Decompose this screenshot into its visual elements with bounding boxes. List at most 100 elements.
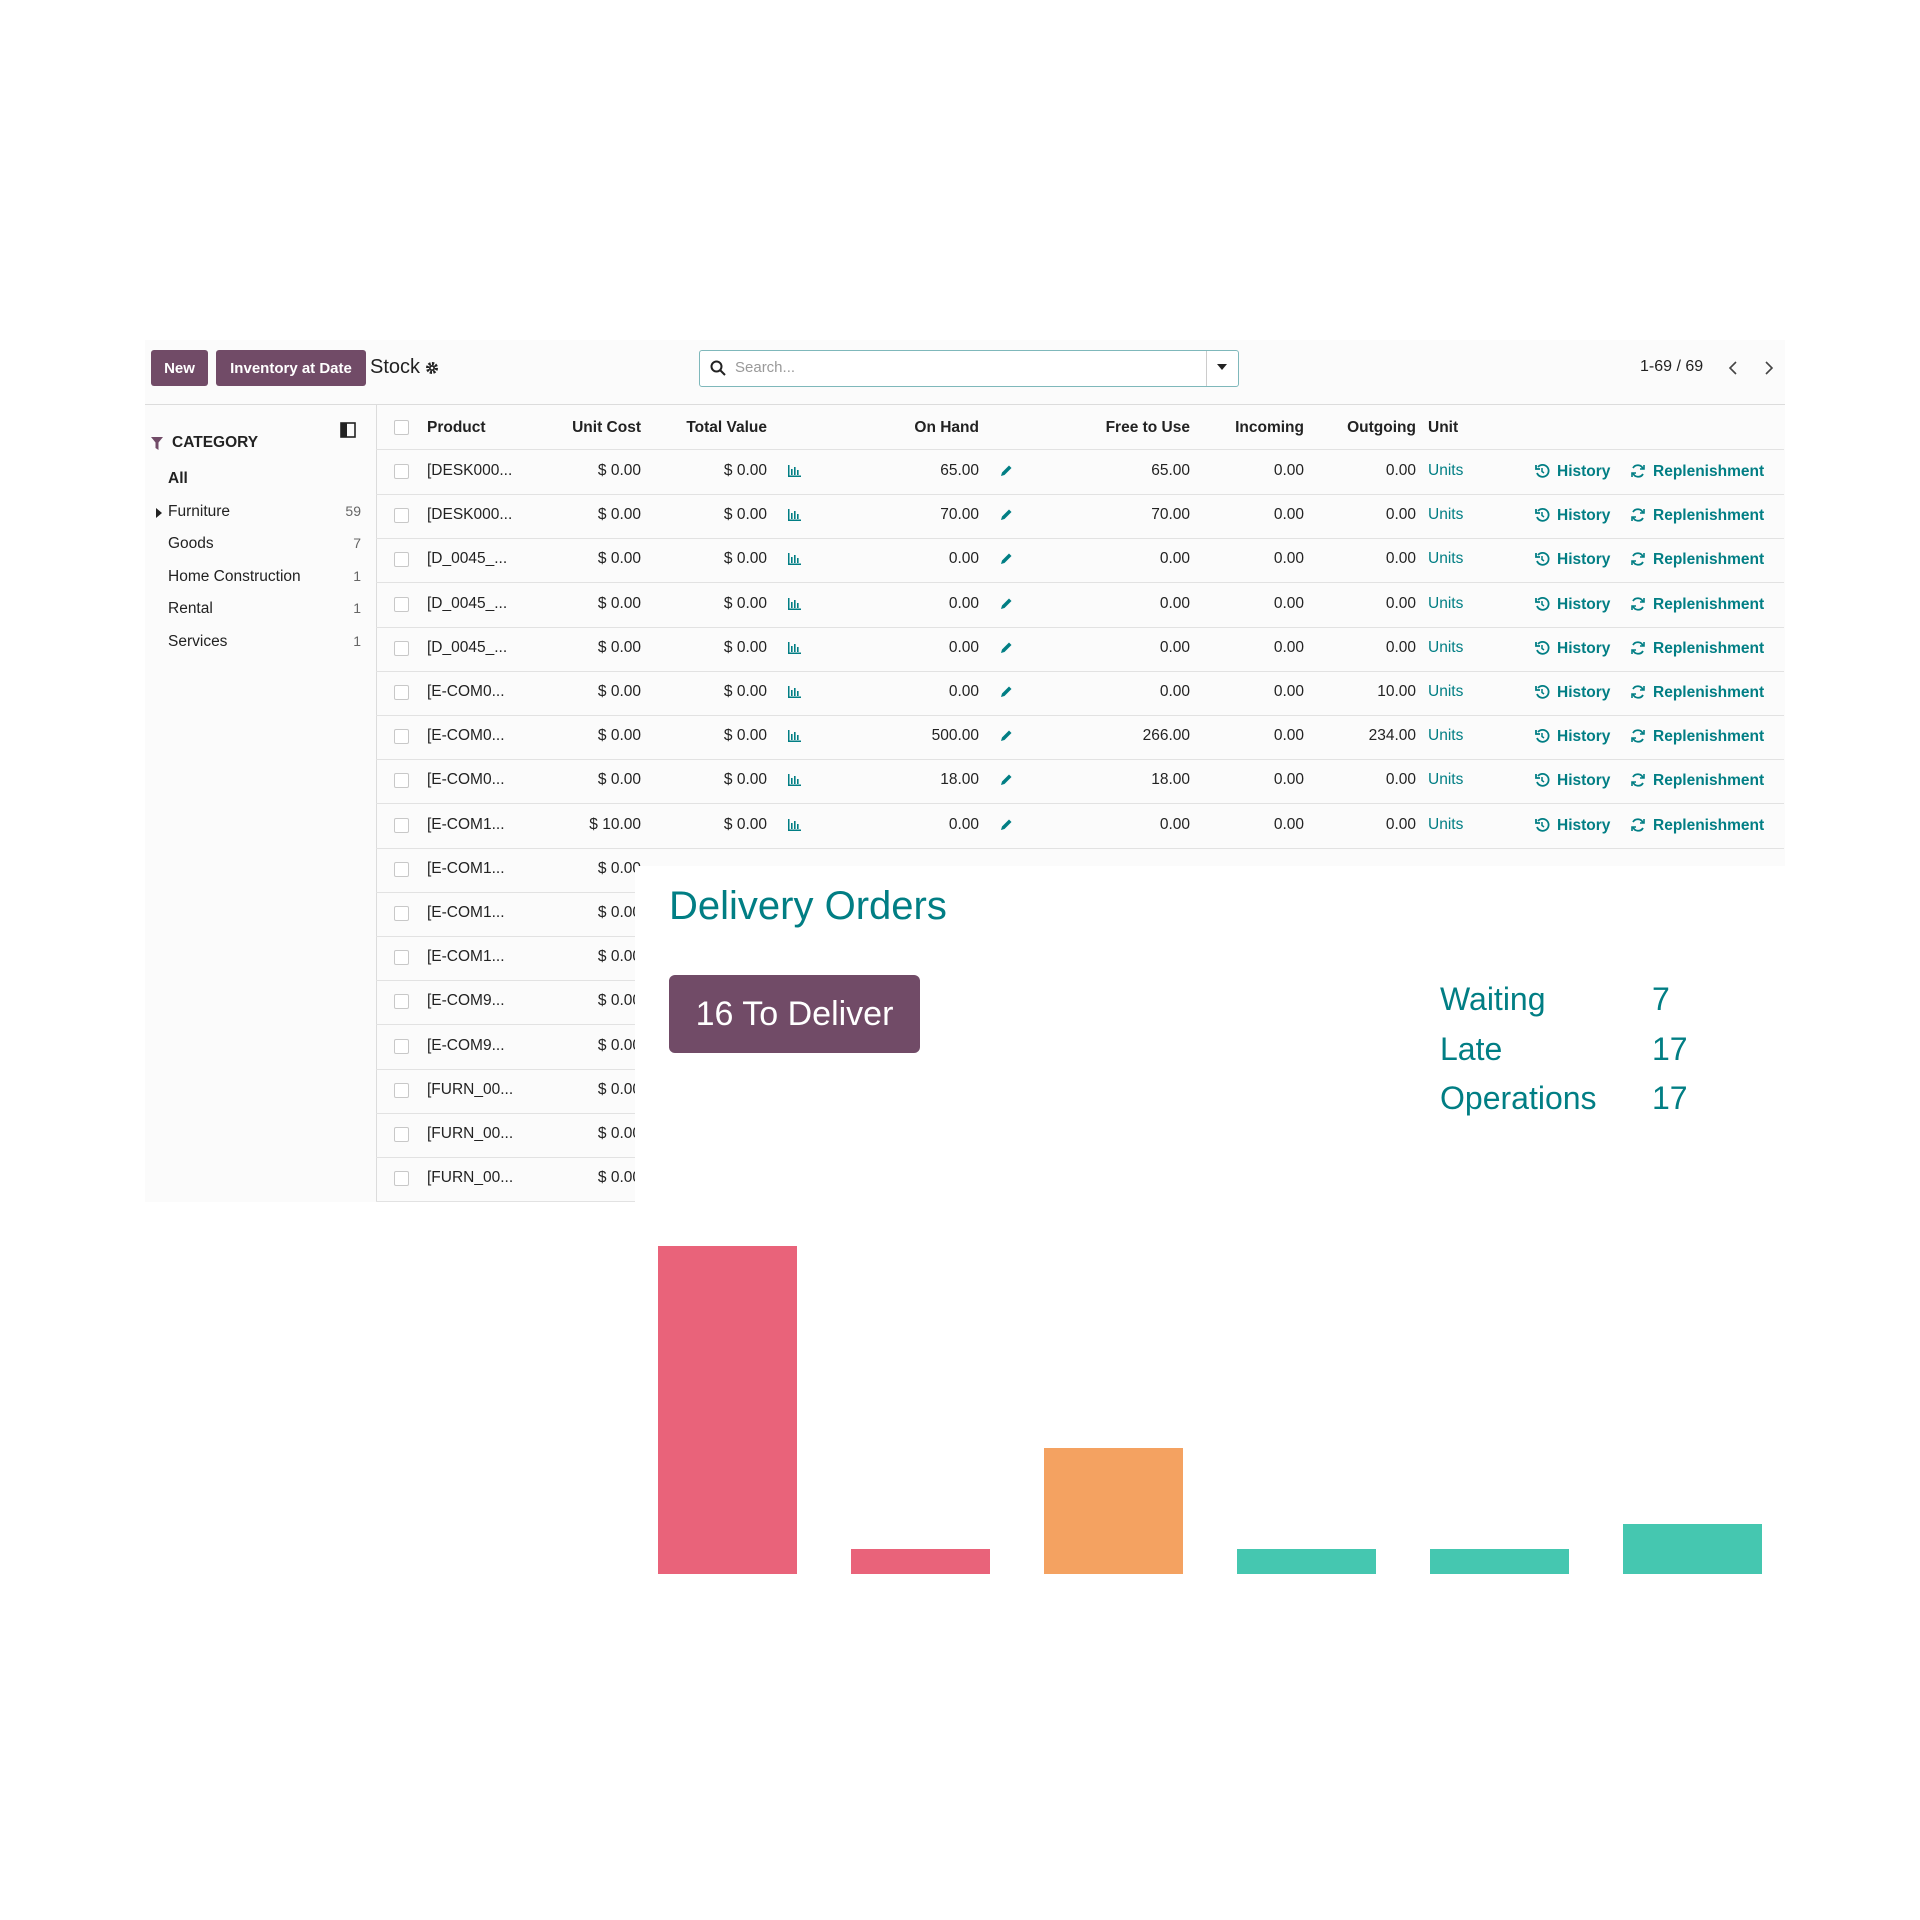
- replenishment-button[interactable]: Replenishment: [1653, 684, 1765, 701]
- history-button[interactable]: History: [1557, 639, 1611, 657]
- search-box[interactable]: [699, 350, 1239, 387]
- history-icon[interactable]: [1534, 596, 1550, 612]
- chart-icon[interactable]: [786, 507, 802, 523]
- chart-icon[interactable]: [786, 728, 802, 744]
- edit-icon[interactable]: [998, 728, 1014, 744]
- chart-icon[interactable]: [786, 684, 802, 700]
- chart-icon[interactable]: [786, 551, 802, 567]
- history-icon[interactable]: [1534, 728, 1550, 744]
- cell: 0.00: [1159, 815, 1190, 833]
- history-button[interactable]: History: [1557, 816, 1611, 834]
- history-button[interactable]: History: [1557, 728, 1611, 746]
- history-button[interactable]: History: [1557, 772, 1611, 790]
- row-checkbox[interactable]: [394, 508, 409, 524]
- history-button[interactable]: History: [1557, 463, 1611, 480]
- row-checkbox[interactable]: [394, 552, 409, 568]
- row-checkbox[interactable]: [394, 906, 409, 921]
- row-checkbox[interactable]: [394, 685, 409, 700]
- gear-icon[interactable]: [425, 361, 439, 375]
- pager-prev[interactable]: [1726, 360, 1740, 376]
- replenish-icon[interactable]: [1630, 551, 1646, 567]
- replenishment-button[interactable]: Replenishment: [1653, 463, 1765, 480]
- history-button[interactable]: History: [1557, 507, 1611, 525]
- replenishment-button[interactable]: Replenishment: [1653, 595, 1765, 613]
- history-icon[interactable]: [1534, 772, 1550, 788]
- replenishment-button[interactable]: Replenishment: [1653, 551, 1765, 569]
- row-checkbox[interactable]: [394, 1038, 409, 1054]
- row-checkbox[interactable]: [394, 640, 409, 656]
- inventory-at-date-button[interactable]: Inventory at Date: [216, 350, 366, 386]
- cell: $ 0.00: [597, 506, 641, 524]
- history-icon[interactable]: [1534, 684, 1550, 700]
- replenish-icon[interactable]: [1630, 596, 1646, 612]
- replenish-icon[interactable]: [1630, 772, 1646, 788]
- row-checkbox[interactable]: [394, 861, 409, 877]
- category-item[interactable]: Rental: [168, 600, 213, 617]
- pager-next[interactable]: [1762, 360, 1776, 376]
- rowline: [376, 803, 1784, 805]
- history-icon[interactable]: [1534, 817, 1550, 833]
- replenish-icon[interactable]: [1630, 684, 1646, 700]
- chart-icon[interactable]: [786, 772, 802, 788]
- row-checkbox[interactable]: [394, 1171, 409, 1187]
- cell: [D_0045_...: [427, 638, 508, 656]
- category-item[interactable]: Furniture: [168, 502, 231, 520]
- category-item[interactable]: Home Construction: [168, 567, 301, 585]
- row-checkbox[interactable]: [394, 1127, 409, 1142]
- category-item[interactable]: Services: [168, 632, 228, 650]
- replenish-icon[interactable]: [1630, 640, 1646, 656]
- cell: $ 0.00: [723, 683, 767, 700]
- row-checkbox[interactable]: [394, 994, 409, 1010]
- row-checkbox[interactable]: [394, 596, 409, 612]
- stat-label: Operations: [1440, 1080, 1597, 1116]
- row-checkbox[interactable]: [394, 817, 409, 833]
- row-checkbox[interactable]: [394, 773, 409, 789]
- replenish-icon[interactable]: [1630, 817, 1646, 833]
- replenishment-button[interactable]: Replenishment: [1653, 772, 1765, 790]
- rowline: [376, 494, 1784, 495]
- expand-caret[interactable]: [156, 508, 162, 518]
- row-checkbox[interactable]: [394, 1082, 409, 1098]
- history-icon[interactable]: [1534, 507, 1550, 523]
- row-checkbox[interactable]: [394, 729, 409, 745]
- replenish-icon[interactable]: [1630, 728, 1646, 744]
- history-icon[interactable]: [1534, 640, 1550, 656]
- edit-icon[interactable]: [998, 640, 1014, 656]
- cell: 0.00: [1273, 594, 1304, 612]
- replenishment-button[interactable]: Replenishment: [1653, 728, 1765, 746]
- edit-icon[interactable]: [998, 551, 1014, 567]
- cell: 0.00: [948, 815, 979, 833]
- edit-icon[interactable]: [998, 507, 1014, 523]
- search-dropdown[interactable]: [1216, 363, 1228, 371]
- chart-icon[interactable]: [786, 596, 802, 612]
- row-checkbox[interactable]: [394, 950, 409, 966]
- replenishment-button[interactable]: Replenishment: [1653, 639, 1765, 657]
- history-icon[interactable]: [1534, 551, 1550, 567]
- chart-icon[interactable]: [786, 463, 802, 479]
- category-item[interactable]: Goods: [168, 535, 214, 552]
- chart-icon[interactable]: [786, 817, 802, 833]
- history-button[interactable]: History: [1557, 684, 1611, 701]
- row-checkbox[interactable]: [394, 464, 409, 479]
- replenish-icon[interactable]: [1630, 507, 1646, 523]
- replenishment-button[interactable]: Replenishment: [1653, 507, 1765, 525]
- to-deliver-button[interactable]: 16 To Deliver: [669, 975, 920, 1053]
- replenish-icon[interactable]: [1630, 463, 1646, 479]
- edit-icon[interactable]: [998, 463, 1014, 479]
- history-button[interactable]: History: [1557, 595, 1611, 613]
- new-button[interactable]: New: [151, 350, 208, 386]
- edit-icon[interactable]: [998, 772, 1014, 788]
- history-button[interactable]: History: [1557, 551, 1611, 569]
- chart-icon[interactable]: [786, 640, 802, 656]
- unit-link: Units: [1428, 815, 1464, 833]
- edit-icon[interactable]: [998, 817, 1014, 833]
- category-item[interactable]: All: [168, 470, 188, 487]
- edit-icon[interactable]: [998, 684, 1014, 700]
- cell: [E-COM9...: [427, 1036, 505, 1054]
- replenishment-button[interactable]: Replenishment: [1653, 816, 1765, 834]
- sidebar-toggle[interactable]: [340, 422, 356, 438]
- edit-icon[interactable]: [998, 596, 1014, 612]
- cell: 266.00: [1142, 727, 1190, 745]
- history-icon[interactable]: [1534, 463, 1550, 479]
- header-checkbox[interactable]: [394, 420, 409, 435]
